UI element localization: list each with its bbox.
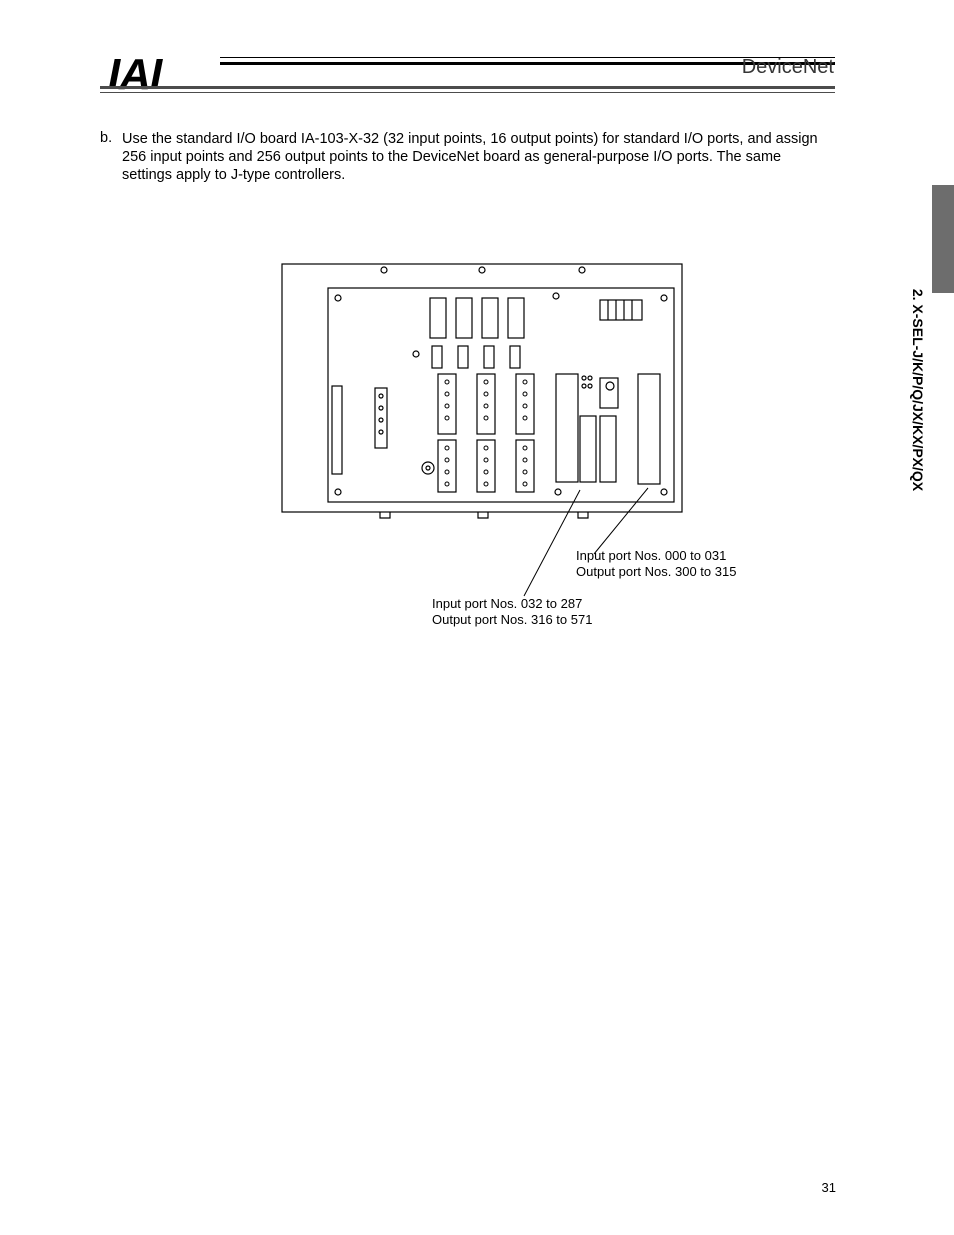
callout-line: Input port Nos. 032 to 287	[432, 596, 592, 612]
header-rule	[100, 86, 835, 89]
body-paragraph: Use the standard I/O board IA-103-X-32 (…	[122, 130, 835, 184]
header-title: DeviceNet	[742, 56, 834, 79]
callout-bottom: Input port Nos. 032 to 287 Output port N…	[432, 596, 592, 629]
list-marker: b.	[100, 130, 112, 146]
side-section-label: 2. X-SEL-J/K/P/Q/JX/KX/PX/QX	[908, 250, 928, 530]
side-tab	[932, 185, 954, 293]
page-number: 31	[822, 1180, 836, 1195]
callout-line: Input port Nos. 000 to 031	[576, 548, 736, 564]
callout-line: Output port Nos. 316 to 571	[432, 612, 592, 628]
board-diagram	[280, 258, 684, 530]
callout-right: Input port Nos. 000 to 031 Output port N…	[576, 548, 736, 581]
page: IAI DeviceNet 2. X-SEL-J/K/P/Q/JX/KX/PX/…	[0, 0, 954, 1235]
header-rule	[100, 92, 835, 93]
callout-line: Output port Nos. 300 to 315	[576, 564, 736, 580]
side-section-label-text: 2. X-SEL-J/K/P/Q/JX/KX/PX/QX	[910, 289, 926, 491]
